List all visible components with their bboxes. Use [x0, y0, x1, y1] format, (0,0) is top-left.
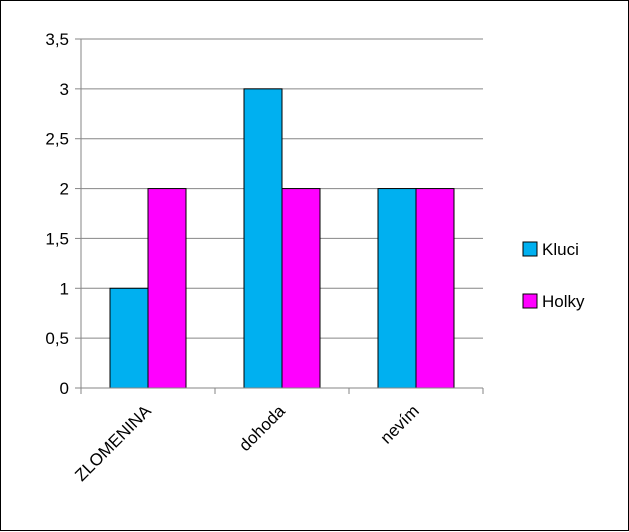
x-category-label: dohoda — [235, 401, 289, 455]
y-tick-label: 0,5 — [45, 329, 69, 348]
y-tick-label: 1 — [60, 279, 69, 298]
bar-kluci-1 — [243, 88, 283, 389]
legend: Kluci Holky — [522, 240, 585, 311]
y-tick-label: 3 — [60, 80, 69, 99]
bar-holky-0 — [147, 188, 187, 389]
legend-swatch-kluci — [522, 241, 538, 257]
x-category-label: nevím — [377, 401, 423, 447]
bar-holky-1 — [281, 188, 321, 389]
y-tick-label: 2 — [60, 180, 69, 199]
bars — [109, 88, 455, 389]
axes — [75, 38, 484, 394]
bar-kluci-0 — [109, 287, 149, 389]
y-tick-label: 1,5 — [45, 229, 69, 248]
y-tick-label: 2,5 — [45, 130, 69, 149]
legend-swatch-holky — [522, 293, 538, 309]
y-tick-label: 3,5 — [45, 30, 69, 49]
legend-label-kluci: Kluci — [542, 240, 579, 259]
y-tick-label: 0 — [60, 379, 69, 398]
y-tick-labels: 0 0,5 1 1,5 2 2,5 3 3,5 — [45, 30, 69, 398]
bar-holky-2 — [415, 188, 455, 389]
bar-kluci-2 — [377, 188, 417, 389]
legend-label-holky: Holky — [542, 292, 585, 311]
x-category-label: ZLOMENINA — [71, 401, 155, 485]
x-category-labels: ZLOMENINA dohoda nevím — [71, 401, 423, 485]
